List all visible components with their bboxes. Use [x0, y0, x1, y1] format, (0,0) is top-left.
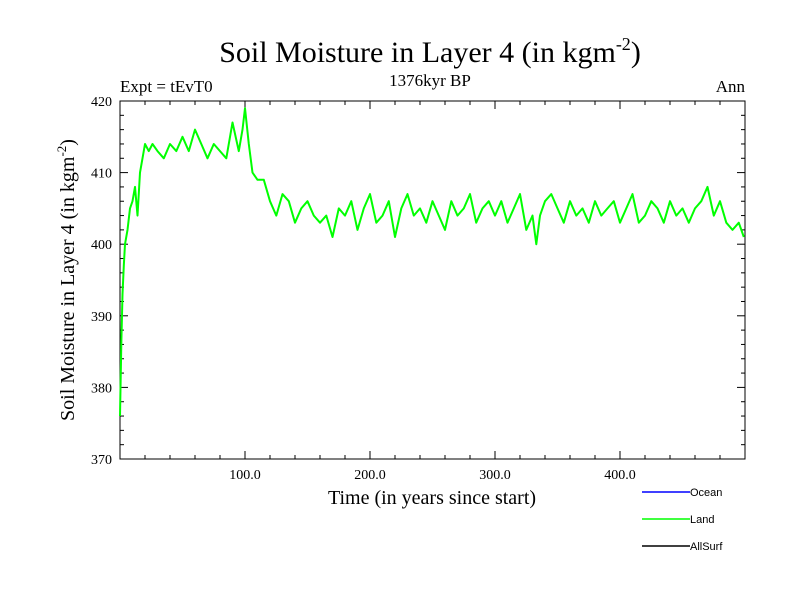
y-tick-label: 390 [91, 310, 112, 325]
series-line-land [119, 107, 745, 417]
plot-frame [119, 100, 746, 460]
y-tick-labels: 370 380 390 400 410 420 [91, 95, 112, 468]
legend-label-allsurf: AllSurf [690, 541, 723, 553]
season-label: Ann [716, 77, 746, 96]
y-tick-label: 380 [91, 381, 112, 396]
y-tick-label: 420 [91, 95, 112, 110]
axis-ticks [120, 101, 745, 459]
y-axis-label-text: Soil Moisture in Layer 4 (in kgm [57, 156, 79, 421]
y-tick-label: 410 [91, 167, 112, 182]
x-tick-label: 400.0 [604, 468, 636, 483]
y-axis-label-superscript: -2 [54, 146, 69, 157]
legend-label-ocean: Ocean [690, 487, 722, 499]
y-tick-label: 400 [91, 238, 112, 253]
legend: Ocean Land AllSurf [642, 487, 723, 553]
x-tick-label: 300.0 [479, 468, 511, 483]
x-tick-label: 100.0 [229, 468, 261, 483]
y-axis-label: Soil Moisture in Layer 4 (in kgm-2) [54, 139, 79, 421]
chart-subtitle: 1376kyr BP [389, 71, 471, 90]
x-tick-label: 200.0 [354, 468, 386, 483]
y-tick-label: 370 [91, 453, 112, 468]
chart-title-text: Soil Moisture in Layer 4 (in kgm [219, 36, 616, 69]
x-tick-labels: 100.0 200.0 300.0 400.0 [229, 468, 636, 483]
chart-title-close: ) [631, 36, 641, 69]
chart-title-superscript: -2 [616, 34, 631, 54]
experiment-label: Expt = tEvT0 [120, 77, 213, 96]
x-axis-label: Time (in years since start) [328, 487, 536, 509]
legend-label-land: Land [690, 514, 714, 526]
chart-title: Soil Moisture in Layer 4 (in kgm-2) [219, 34, 641, 69]
series-group [119, 107, 745, 417]
y-axis-label-close: ) [57, 139, 79, 146]
